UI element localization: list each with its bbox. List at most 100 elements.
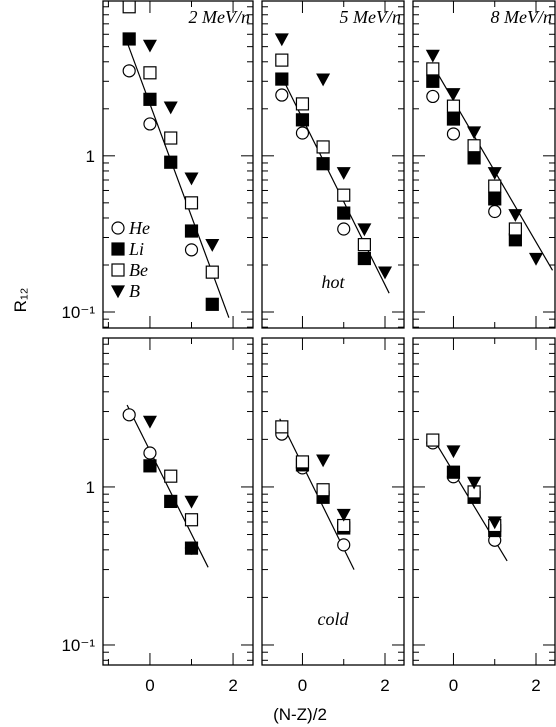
- marker: [357, 238, 371, 252]
- markers: [274, 33, 393, 280]
- marker: [184, 541, 199, 555]
- panel-note: hot: [321, 272, 345, 292]
- panel: 5 MeV/n hot: [261, 0, 405, 329]
- frame: [261, 0, 405, 329]
- frame: [412, 337, 556, 666]
- marker: [164, 131, 178, 145]
- marker: [336, 167, 351, 180]
- x-tick-label: 2: [228, 676, 237, 695]
- marker: [467, 151, 481, 165]
- y-tick-label: 1: [86, 147, 95, 166]
- panel-label: 8 MeV/n: [491, 7, 552, 27]
- panel: 0 2 cold: [261, 337, 405, 695]
- marker: [205, 265, 219, 279]
- marker: [446, 465, 461, 479]
- marker: [337, 206, 351, 220]
- marker: [295, 97, 310, 111]
- marker: [184, 513, 199, 527]
- marker: [488, 204, 502, 219]
- marker: [205, 297, 219, 311]
- marker: [357, 251, 371, 266]
- marker: [164, 469, 178, 483]
- marker: [357, 223, 372, 237]
- marker: [122, 32, 136, 46]
- marker: [295, 455, 310, 469]
- marker: [275, 72, 289, 86]
- marker: [336, 508, 351, 522]
- marker: [426, 433, 440, 447]
- marker: [467, 126, 482, 140]
- legend-marker: [111, 263, 125, 277]
- marker: [275, 88, 289, 102]
- marker: [488, 179, 502, 193]
- marker: [275, 420, 289, 434]
- marker: [487, 516, 502, 530]
- marker: [316, 140, 330, 154]
- marker: [426, 74, 440, 88]
- marker: [426, 62, 440, 76]
- marker: [163, 101, 178, 115]
- marker: [184, 243, 199, 257]
- marker: [184, 172, 199, 186]
- y-tick-label: 10⁻¹: [61, 636, 95, 655]
- legend-marker: [111, 221, 125, 235]
- marker: [205, 239, 220, 252]
- y-tick-label: 10⁻¹: [61, 303, 95, 322]
- marker: [164, 155, 178, 169]
- marker: [508, 222, 522, 236]
- marker: [274, 33, 289, 47]
- marker: [295, 126, 310, 140]
- legend-marker: [111, 242, 125, 256]
- marker: [446, 99, 461, 113]
- marker: [446, 127, 461, 141]
- x-axis-label: (N-Z)/2: [273, 705, 327, 724]
- frame: [261, 337, 405, 666]
- legend-marker: [110, 285, 126, 299]
- markers: [426, 433, 502, 547]
- marker: [508, 209, 523, 222]
- legend-label: B: [129, 281, 140, 301]
- x-tick-label: 0: [449, 676, 458, 695]
- marker: [316, 157, 330, 171]
- panel-label: 2 MeV/n: [189, 7, 250, 27]
- frame: [102, 0, 254, 329]
- panel: 10⁻¹ 1 0 2: [61, 337, 254, 695]
- marker: [275, 53, 289, 67]
- marker: [316, 483, 330, 497]
- marker: [184, 196, 199, 210]
- legend-label: Be: [129, 260, 148, 280]
- markers: [275, 420, 351, 552]
- legend-label: He: [128, 218, 150, 238]
- marker: [467, 139, 481, 153]
- marker: [295, 113, 310, 127]
- marker: [487, 167, 502, 180]
- marker: [337, 222, 351, 236]
- marker: [143, 446, 157, 460]
- marker: [143, 92, 157, 106]
- fit-line: [126, 404, 209, 568]
- x-tick-label: 0: [145, 676, 154, 695]
- frame: [102, 337, 254, 666]
- marker: [122, 1, 136, 14]
- marker: [142, 415, 157, 429]
- markers: [122, 408, 199, 555]
- marker: [337, 538, 351, 552]
- marker: [143, 117, 157, 131]
- marker: [425, 49, 440, 63]
- marker: [122, 64, 136, 78]
- marker: [337, 188, 351, 202]
- x-tick-label: 2: [531, 676, 540, 695]
- x-tick-label: 0: [298, 676, 307, 695]
- panel-label: 5 MeV/n: [340, 7, 401, 27]
- marker: [316, 454, 331, 468]
- marker: [446, 445, 461, 459]
- marker: [529, 252, 544, 266]
- y-tick-label: 1: [86, 478, 95, 497]
- panel: 8 MeV/n: [412, 0, 556, 329]
- marker: [143, 459, 157, 473]
- frame: [412, 0, 556, 329]
- marker: [164, 494, 178, 509]
